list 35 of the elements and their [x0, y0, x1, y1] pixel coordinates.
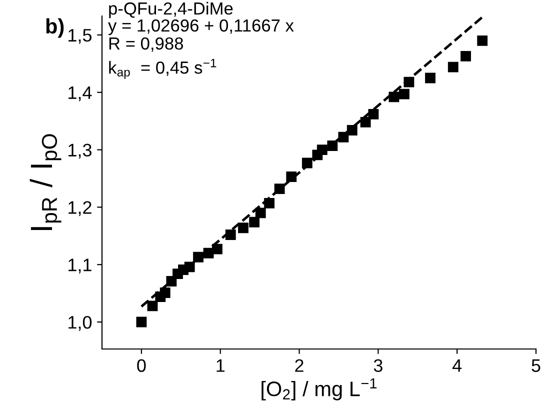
point: [368, 108, 379, 120]
text: b): [46, 18, 64, 38]
point: [147, 300, 158, 312]
point: [160, 288, 170, 298]
x-tick-label: 1: [216, 359, 225, 372]
y-axis-title: I$_{pR}$ / I$_{pO}$: [30, 134, 62, 230]
point: [399, 88, 410, 100]
point: [360, 117, 371, 128]
point: [477, 35, 488, 46]
point: [388, 92, 400, 102]
annotation: R = 0,988: [109, 37, 184, 52]
x-tick-label: 0: [137, 359, 146, 372]
point: [238, 222, 248, 234]
point: [425, 72, 436, 84]
annotation: k$_{ap}$ = 0,45 s$^{−1}$: [109, 58, 216, 79]
point: [136, 316, 147, 328]
point: [212, 244, 222, 254]
y-tick-label: 1,3: [68, 144, 92, 159]
x-axis-title: [O$_{2}$] / mg L$^{−1}$: [262, 378, 377, 400]
x-tick-label: 2: [295, 359, 304, 372]
x-tick-label: 4: [452, 359, 462, 372]
y-tick-label: 1,4: [68, 86, 92, 102]
y-tick-label: 1,1: [68, 258, 92, 274]
point: [255, 208, 266, 218]
y-tick-label: 1,0: [68, 316, 92, 331]
point: [225, 230, 236, 240]
x-tick-label: 3: [374, 359, 382, 372]
point: [249, 216, 260, 228]
y-tick-label: 1,2: [68, 201, 92, 216]
annotation: p-QFu-2,4-DiMe: [109, 2, 233, 18]
x-tick-label: 5: [532, 359, 540, 372]
point: [460, 50, 471, 62]
annotation: y = 1,02696 + 0,11667 x: [108, 19, 294, 36]
y-tick-label: 1,5: [68, 29, 92, 44]
point: [448, 62, 458, 72]
